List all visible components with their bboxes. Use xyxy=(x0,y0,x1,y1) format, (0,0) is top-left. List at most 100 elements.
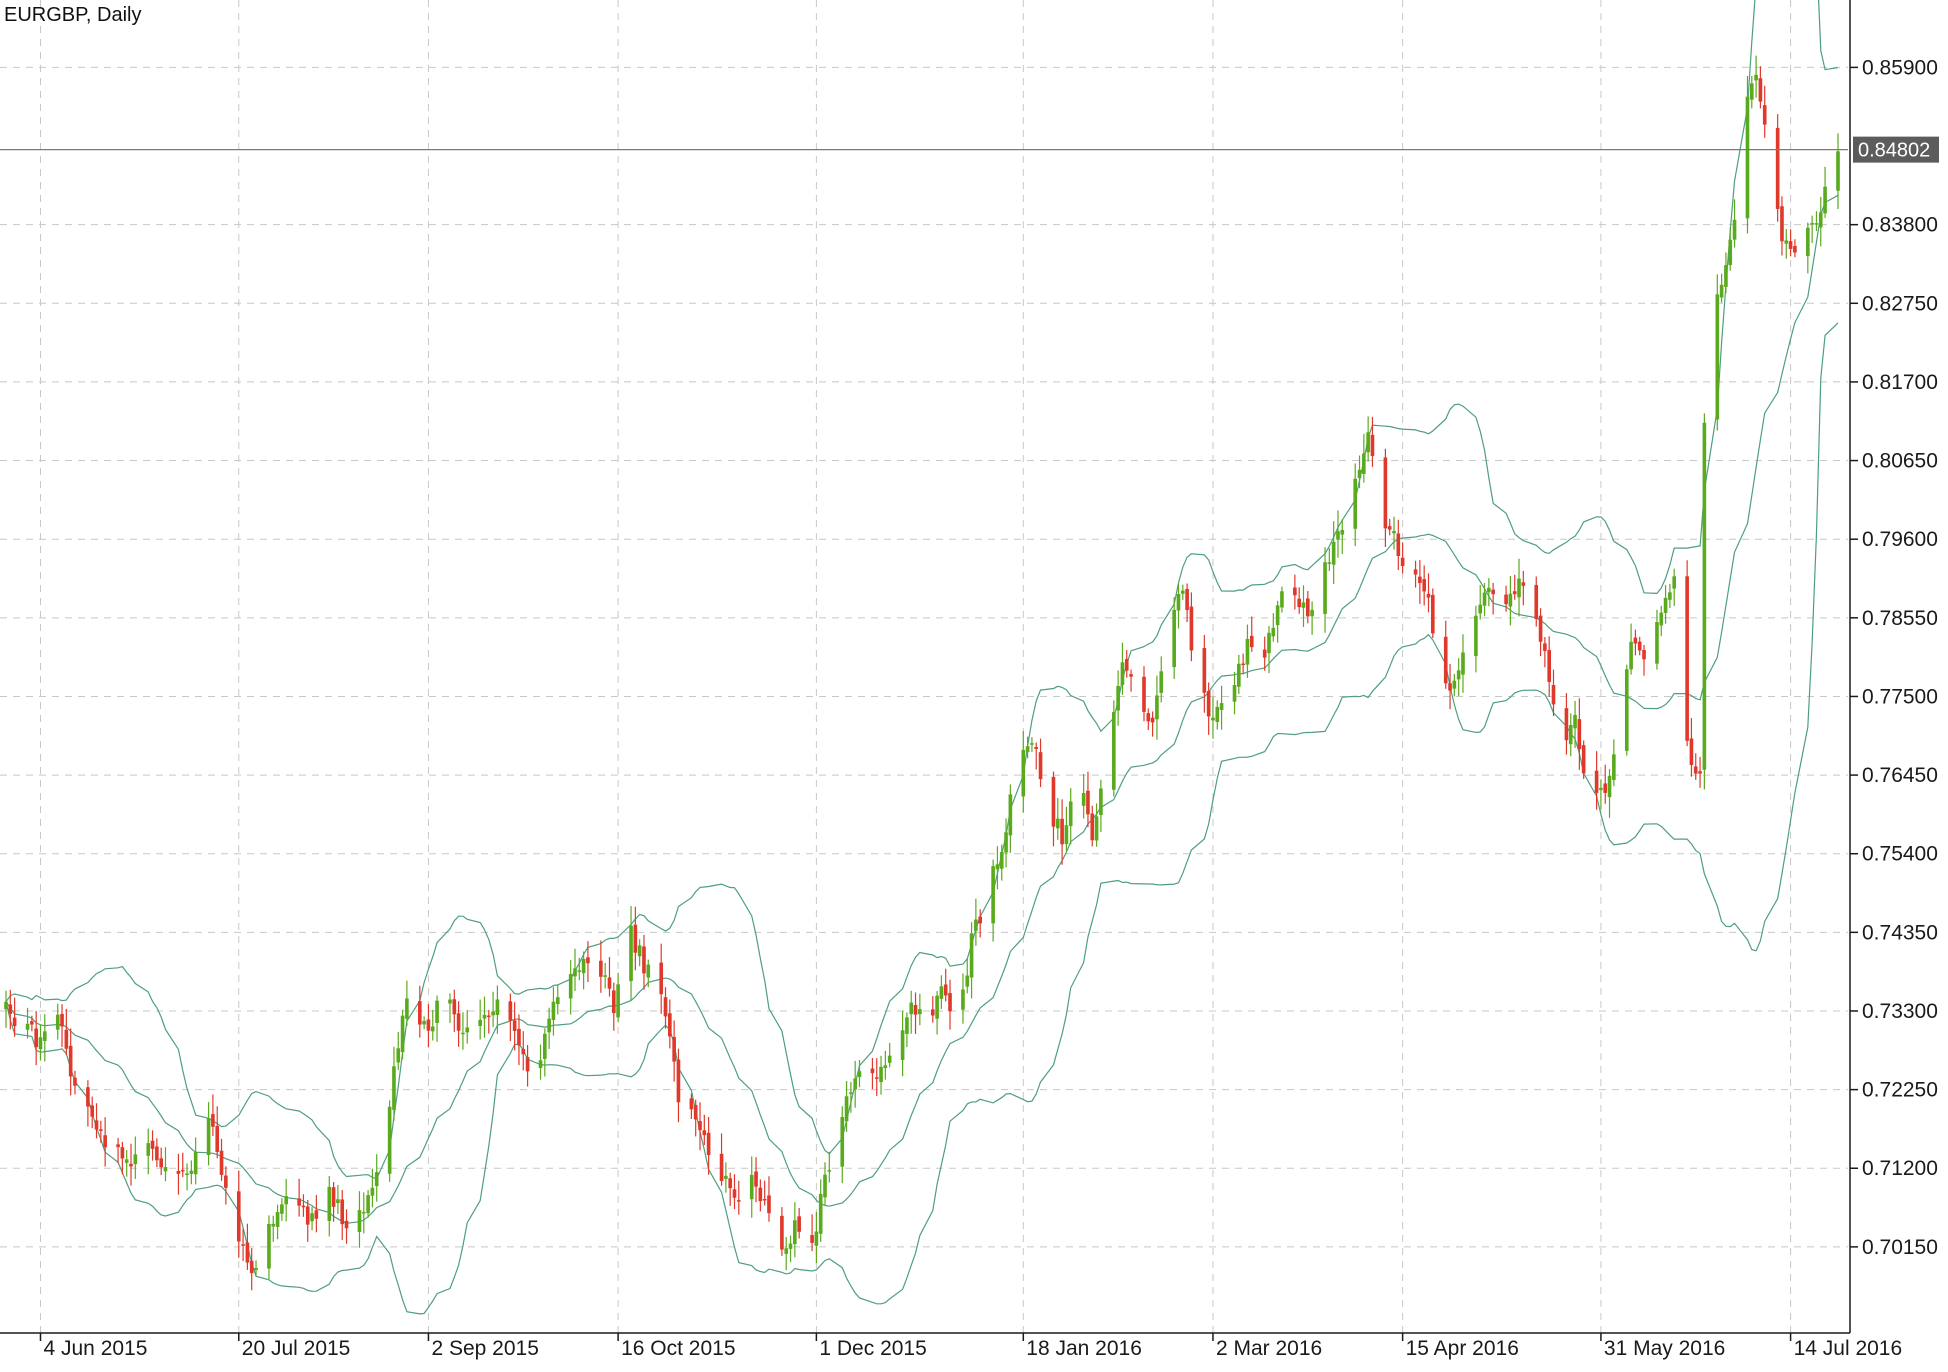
bear-candle xyxy=(1189,606,1194,651)
bear-candle xyxy=(30,1021,34,1025)
bear-candle xyxy=(331,1187,336,1207)
bull-candle xyxy=(4,1001,8,1010)
bear-candle xyxy=(426,1019,431,1031)
bear-candle xyxy=(1758,78,1763,102)
bull-candle xyxy=(1362,453,1366,474)
bull-candle xyxy=(1340,529,1345,535)
bear-candle xyxy=(176,1171,181,1174)
x-tick-label: 20 Jul 2015 xyxy=(242,1337,351,1360)
bear-candle xyxy=(1512,591,1517,595)
bear-candle xyxy=(94,1120,99,1130)
bull-candle xyxy=(629,925,633,982)
bull-candle xyxy=(1599,787,1603,791)
bear-candle xyxy=(943,984,948,996)
bull-candle xyxy=(1732,219,1737,240)
bull-candle xyxy=(1172,609,1176,668)
bear-candle xyxy=(611,990,616,1014)
bull-candle xyxy=(1155,695,1159,720)
bull-candle xyxy=(146,1143,151,1156)
bull-candle xyxy=(818,1193,823,1234)
bull-candle xyxy=(435,1000,439,1024)
bull-candle xyxy=(1482,592,1487,606)
bull-candle xyxy=(1517,578,1521,598)
bull-candle xyxy=(1280,591,1284,608)
bull-candle xyxy=(1568,725,1573,745)
bull-candle xyxy=(38,1037,43,1050)
bear-candle xyxy=(180,1169,185,1172)
x-tick-label: 4 Jun 2015 xyxy=(43,1337,147,1360)
bear-candle xyxy=(340,1199,345,1225)
bear-candle xyxy=(810,1235,814,1243)
bear-candle xyxy=(780,1215,784,1250)
bear-candle xyxy=(732,1189,737,1198)
bear-candle xyxy=(1413,569,1418,575)
bull-candle xyxy=(1120,662,1125,685)
bear-candle xyxy=(1504,594,1508,605)
bull-candle xyxy=(749,1174,754,1200)
bear-candle xyxy=(1129,674,1133,677)
bull-candle xyxy=(1237,663,1241,687)
bull-candle xyxy=(193,1151,198,1175)
x-tick-label: 2 Sep 2015 xyxy=(431,1337,538,1360)
bull-candle xyxy=(396,1048,401,1063)
bull-candle xyxy=(1211,717,1215,721)
candles xyxy=(4,55,1840,1291)
bear-candle xyxy=(1051,776,1056,827)
bear-candle xyxy=(103,1135,107,1148)
bull-candle xyxy=(1176,593,1181,611)
bull-candle xyxy=(310,1213,314,1222)
bull-candle xyxy=(461,1032,465,1035)
x-tick-label: 15 Apr 2016 xyxy=(1406,1337,1519,1360)
bear-candle xyxy=(1577,719,1582,750)
bull-candle xyxy=(482,1014,487,1019)
bear-candle xyxy=(1689,738,1694,766)
bull-candle xyxy=(1021,749,1026,797)
bull-candle xyxy=(995,864,1000,870)
bull-candle xyxy=(361,1212,366,1214)
bull-candle xyxy=(336,1199,340,1204)
y-tick-label: 0.72250 xyxy=(1862,1079,1938,1102)
y-tick-label: 0.73300 xyxy=(1862,1000,1938,1023)
bear-candle xyxy=(689,1098,694,1110)
bear-candle xyxy=(1422,579,1426,592)
bull-candle xyxy=(616,984,620,1018)
bear-candle xyxy=(1387,526,1392,530)
bull-candle xyxy=(1112,712,1116,790)
bull-candle xyxy=(189,1170,194,1174)
current-price-label: 0.84802 xyxy=(1858,140,1930,162)
bear-candle xyxy=(215,1125,220,1152)
bull-candle xyxy=(1366,432,1370,453)
bear-candle xyxy=(155,1146,159,1161)
bull-candle xyxy=(1702,422,1707,770)
bear-candle xyxy=(1693,766,1698,774)
bull-candle xyxy=(1068,801,1073,827)
bull-candle xyxy=(478,1019,482,1026)
bear-candle xyxy=(305,1206,310,1225)
bull-candle xyxy=(1392,530,1396,534)
bull-candle xyxy=(284,1196,289,1205)
bear-candle xyxy=(150,1140,155,1149)
bull-candle xyxy=(1624,669,1629,751)
bear-candle xyxy=(1443,636,1448,684)
bull-candle xyxy=(1030,743,1034,745)
bear-candle xyxy=(1594,770,1599,793)
bull-candle xyxy=(918,1009,922,1015)
bear-candle xyxy=(249,1260,254,1274)
bear-candle xyxy=(129,1163,133,1167)
bull-candle xyxy=(814,1231,819,1246)
bear-candle xyxy=(1538,615,1543,642)
y-tick-label: 0.81700 xyxy=(1862,371,1938,394)
bull-candle xyxy=(254,1267,258,1271)
bull-candle xyxy=(275,1212,280,1227)
bear-candle xyxy=(418,1001,422,1025)
y-tick-label: 0.80650 xyxy=(1862,450,1938,473)
bear-candle xyxy=(64,1029,69,1049)
bear-candle xyxy=(1637,641,1642,651)
bear-candle xyxy=(521,1048,526,1055)
bear-candle xyxy=(1060,818,1064,845)
bull-candle xyxy=(547,1018,551,1033)
bear-candle xyxy=(1241,663,1245,666)
bear-candle xyxy=(1521,582,1526,586)
